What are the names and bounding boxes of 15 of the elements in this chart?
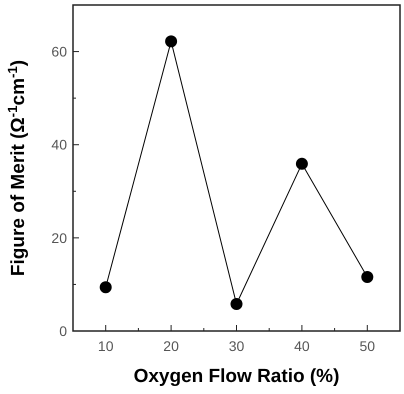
y-tick-label: 0: [59, 323, 68, 339]
point: [165, 35, 178, 48]
point: [100, 281, 112, 294]
x-tick-label: 10: [98, 338, 114, 354]
y-tick-label: 40: [51, 136, 68, 153]
point: [230, 298, 242, 310]
point: [296, 158, 308, 170]
x-tick-label: 40: [294, 338, 310, 354]
y-tick-label: 20: [51, 230, 68, 246]
x-tick-label: 50: [360, 338, 376, 354]
point: [361, 270, 374, 283]
y-tick-label: 60: [51, 44, 68, 60]
x-tick-label: 30: [228, 338, 244, 354]
x-axis-title: Oxygen Flow Ratio (%): [134, 366, 340, 387]
x-tick-label: 20: [163, 338, 180, 354]
